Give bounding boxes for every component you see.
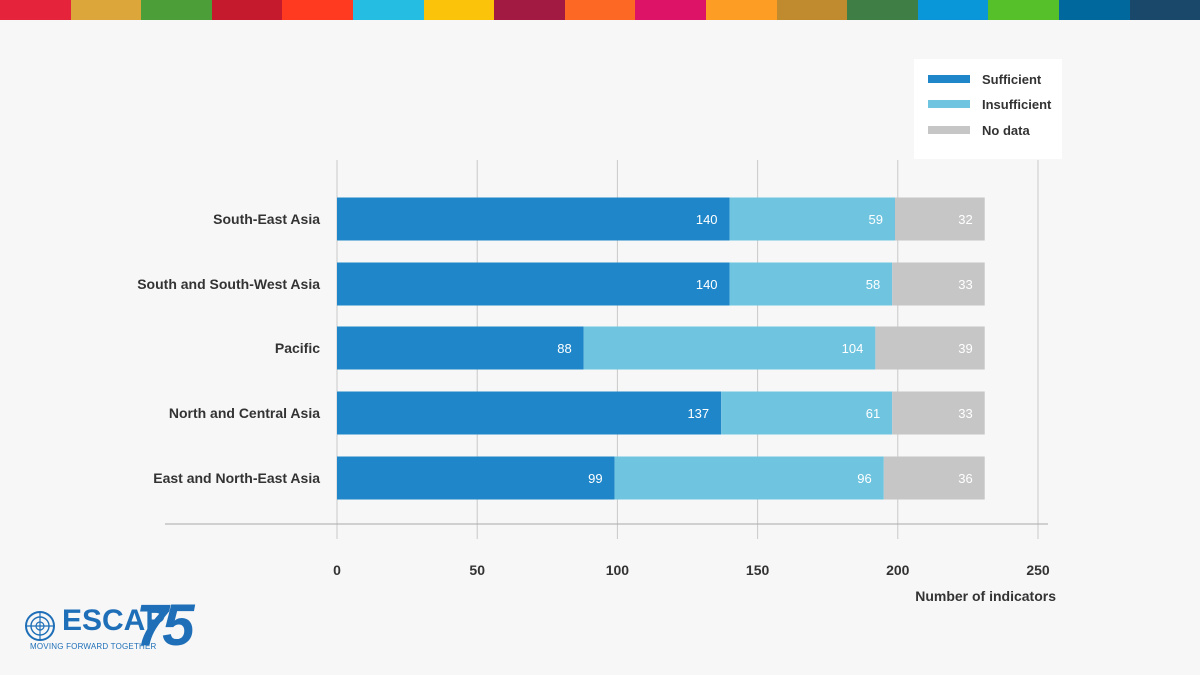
legend-swatch-insufficient <box>928 100 970 108</box>
logo-number: 75 <box>136 593 194 658</box>
strip-segment <box>0 0 71 20</box>
bar-no-data <box>894 197 985 241</box>
strip-segment <box>211 0 283 20</box>
strip-segment <box>494 0 565 20</box>
legend-item-no-data: No data <box>928 120 1030 140</box>
category-label: South-East Asia <box>213 211 320 227</box>
legend-label-no-data: No data <box>982 122 1030 138</box>
strip-segment <box>352 0 424 20</box>
legend-label-sufficient: Sufficient <box>982 71 1042 87</box>
data-label-sufficient: 137 <box>687 406 709 421</box>
bar-insufficient <box>583 326 876 370</box>
bar-sufficient <box>337 326 584 370</box>
logo-name: ESCAP <box>62 604 166 637</box>
x-tick-label: 250 <box>1026 562 1050 578</box>
bar-insufficient <box>721 391 893 435</box>
data-label-no-data: 36 <box>958 471 972 486</box>
data-label-sufficient: 88 <box>557 341 571 356</box>
data-label-no-data: 33 <box>958 406 972 421</box>
x-tick-label: 200 <box>886 562 910 578</box>
data-label-no-data: 33 <box>958 277 972 292</box>
x-tick-label: 0 <box>333 562 341 578</box>
category-label: North and Central Asia <box>169 405 320 421</box>
data-label-insufficient: 104 <box>842 341 864 356</box>
data-label-sufficient: 140 <box>696 212 718 227</box>
strip-segment <box>423 0 495 20</box>
strip-segment <box>1058 0 1130 20</box>
strip-segment <box>635 0 706 20</box>
x-axis-title: Number of indicators <box>915 588 1056 604</box>
category-label: Pacific <box>275 340 320 356</box>
bar-sufficient <box>337 391 722 435</box>
bar-no-data <box>892 262 985 306</box>
data-label-insufficient: 96 <box>857 471 871 486</box>
category-label: East and North-East Asia <box>153 470 320 486</box>
strip-segment <box>988 0 1059 20</box>
bar-insufficient <box>729 197 895 241</box>
legend-swatch-no-data <box>928 126 970 134</box>
data-label-no-data: 39 <box>958 341 972 356</box>
data-label-no-data: 32 <box>958 212 972 227</box>
data-label-sufficient: 99 <box>588 471 602 486</box>
legend-swatch-sufficient <box>928 75 970 83</box>
logo-tagline: MOVING FORWARD TOGETHER <box>30 642 157 651</box>
bar-sufficient <box>337 262 730 306</box>
category-label: South and South-West Asia <box>137 276 320 292</box>
un-emblem-icon <box>25 611 55 641</box>
x-tick-label: 50 <box>469 562 485 578</box>
chart-legend: Sufficient Insufficient No data <box>914 59 1062 159</box>
bar-no-data <box>875 326 985 370</box>
bar-insufficient <box>614 456 884 500</box>
x-tick-label: 100 <box>606 562 630 578</box>
bar-no-data <box>883 456 985 500</box>
legend-item-sufficient: Sufficient <box>928 69 1041 89</box>
data-label-insufficient: 61 <box>866 406 880 421</box>
strip-segment <box>141 0 212 20</box>
strip-segment <box>776 0 848 20</box>
bar-sufficient <box>337 456 615 500</box>
strip-segment <box>847 0 918 20</box>
bar-insufficient <box>729 262 893 306</box>
strip-segment <box>564 0 636 20</box>
escap-75-logo: ESCAP 75 MOVING FORWARD TOGETHER <box>24 593 214 660</box>
bar-no-data <box>892 391 985 435</box>
data-label-insufficient: 59 <box>869 212 883 227</box>
legend-label-insufficient: Insufficient <box>982 96 1052 112</box>
strip-segment <box>1129 0 1200 20</box>
strip-segment <box>917 0 989 20</box>
strip-segment <box>705 0 777 20</box>
strip-segment <box>70 0 142 20</box>
bar-sufficient <box>337 197 730 241</box>
legend-item-insufficient: Insufficient <box>928 94 1051 114</box>
sdg-color-strip <box>0 0 1200 20</box>
data-label-sufficient: 140 <box>696 277 718 292</box>
data-label-insufficient: 58 <box>866 277 880 292</box>
x-tick-label: 150 <box>746 562 770 578</box>
strip-segment <box>282 0 353 20</box>
